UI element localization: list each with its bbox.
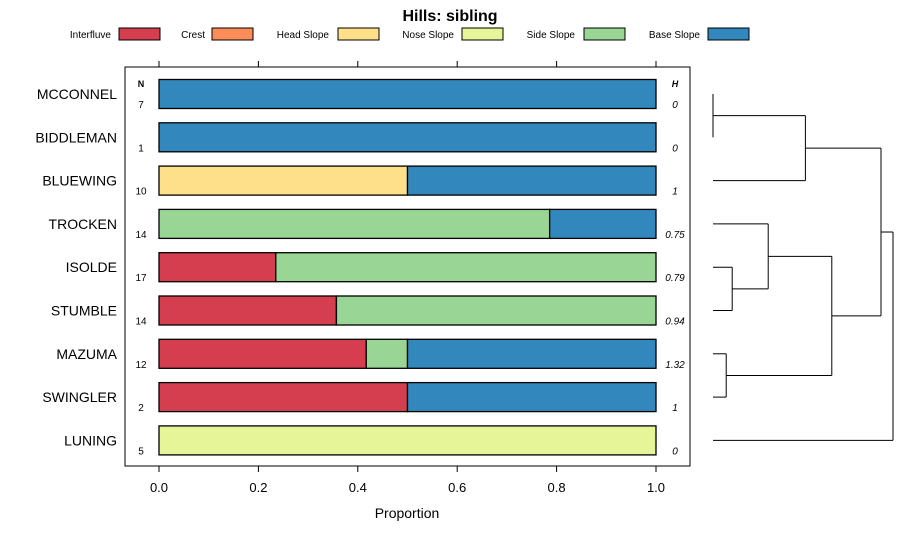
n-value-swingler: 2	[138, 403, 144, 414]
bar-biddleman-base-slope	[158, 122, 657, 153]
legend-label-head-slope: Head Slope	[277, 30, 330, 41]
x-tick-label-0: 0.0	[150, 480, 168, 495]
x-tick-label-3: 0.6	[448, 480, 466, 495]
bar-stumble-side-slope	[335, 295, 657, 326]
h-value-trocken: 0.75	[665, 230, 685, 241]
legend-swatch-head-slope	[337, 27, 380, 41]
bar-swingler-base-slope	[406, 381, 657, 413]
category-label-mcconnel: MCCONNEL	[37, 86, 117, 102]
bar-trocken-base-slope	[548, 208, 657, 240]
h-value-mazuma: 1.32	[665, 360, 685, 371]
legend-swatch-base-slope	[707, 27, 750, 41]
legend-label-crest: Crest	[181, 30, 205, 41]
category-label-biddleman: BIDDLEMAN	[35, 129, 117, 145]
legend-label-side-slope: Side Slope	[527, 30, 576, 41]
bar-isolde-side-slope	[275, 252, 657, 283]
h-value-isolde: 0.79	[665, 273, 685, 284]
chart-title: Hills: sibling	[402, 8, 497, 25]
h-value-biddleman: 0	[672, 143, 678, 154]
category-label-luning: LUNING	[64, 432, 117, 448]
category-label-isolde: ISOLDE	[66, 259, 117, 275]
x-tick-label-4: 0.8	[548, 480, 566, 495]
bar-mazuma-base-slope	[406, 338, 657, 369]
category-label-stumble: STUMBLE	[51, 303, 117, 319]
legend-swatch-side-slope	[583, 27, 626, 41]
h-header: H	[672, 79, 679, 89]
legend-swatch-interfluve	[118, 27, 161, 41]
x-axis-label: Proportion	[375, 505, 440, 521]
bar-isolde-interfluve	[158, 252, 277, 283]
legend-label-base-slope: Base Slope	[649, 30, 701, 41]
h-value-swingler: 1	[672, 403, 678, 414]
category-label-mazuma: MAZUMA	[56, 346, 117, 362]
bar-trocken-side-slope	[158, 208, 551, 240]
n-value-mazuma: 12	[135, 360, 147, 371]
bar-bluewing-head-slope	[158, 165, 409, 196]
h-value-mcconnel: 0	[672, 100, 678, 111]
plot-frame	[124, 66, 691, 467]
n-value-biddleman: 1	[138, 143, 144, 154]
category-label-swingler: SWINGLER	[42, 389, 117, 405]
dendrogram	[712, 94, 894, 441]
bar-swingler-interfluve	[158, 381, 409, 413]
n-value-trocken: 14	[135, 230, 147, 241]
x-tick-label-1: 0.2	[249, 480, 267, 495]
category-label-bluewing: BLUEWING	[42, 173, 117, 189]
bar-area	[158, 78, 657, 456]
bar-mazuma-side-slope	[365, 338, 409, 369]
n-value-stumble: 14	[135, 317, 147, 328]
legend-swatch-crest	[211, 27, 254, 41]
x-tick-label-2: 0.4	[349, 480, 367, 495]
bar-bluewing-base-slope	[406, 165, 657, 196]
x-axis: 0.0 0.2 0.4 0.6 0.8 1.0	[150, 61, 665, 495]
n-value-luning: 5	[138, 446, 144, 457]
n-value-bluewing: 10	[135, 187, 147, 198]
x-tick-label-5: 1.0	[647, 480, 665, 495]
category-label-trocken: TROCKEN	[49, 216, 117, 232]
h-value-luning: 0	[672, 446, 678, 457]
bar-mazuma-interfluve	[158, 338, 367, 369]
n-value-isolde: 17	[135, 273, 147, 284]
n-header: N	[138, 79, 145, 89]
category-labels: MCCONNEL BIDDLEMAN BLUEWING TROCKEN ISOLDE ST…	[35, 86, 117, 448]
bar-luning-nose-slope	[158, 425, 657, 456]
legend-swatch-nose-slope	[461, 27, 504, 41]
legend-label-interfluve: Interfluve	[70, 30, 112, 41]
bar-mcconnel-base-slope	[158, 78, 657, 110]
h-value-stumble: 0.94	[665, 317, 685, 328]
bar-stumble-interfluve	[158, 295, 338, 326]
h-value-bluewing: 1	[672, 187, 678, 198]
n-value-mcconnel: 7	[138, 100, 144, 111]
legend-label-nose-slope: Nose Slope	[402, 30, 454, 41]
legend: Interfluve Crest Head Slope Nose Slope Side …	[70, 27, 750, 41]
